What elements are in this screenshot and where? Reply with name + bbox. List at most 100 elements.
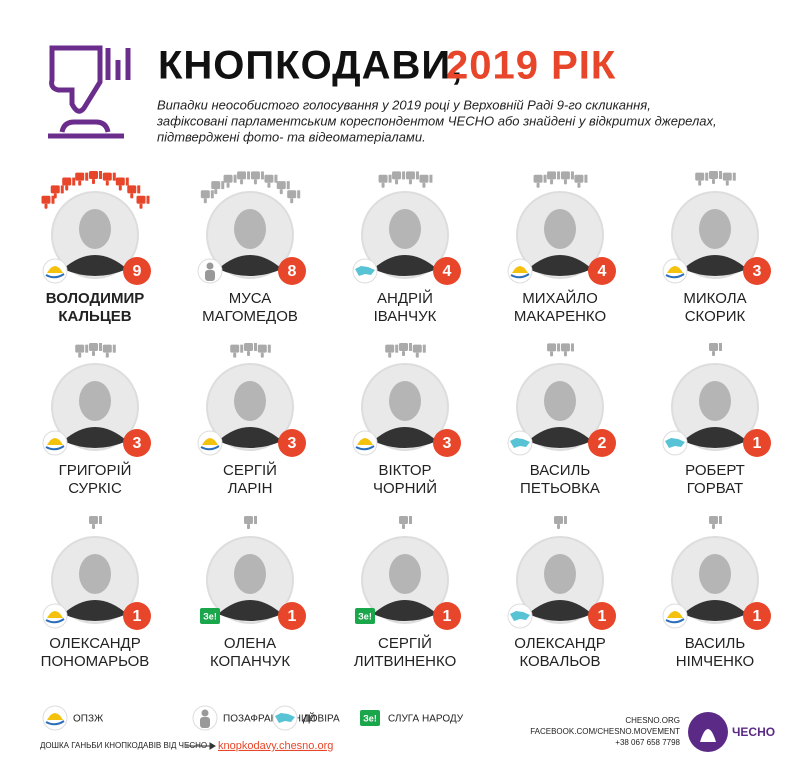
thumb-palm (89, 516, 98, 524)
badge-body (205, 270, 215, 281)
photo-face (699, 381, 731, 421)
party-badge (42, 258, 68, 284)
thumb-cuff (146, 195, 150, 204)
thumb-palm (574, 174, 584, 183)
count-circle (743, 602, 771, 630)
thumb-palm (115, 177, 125, 186)
thumb-palm (89, 171, 98, 179)
count-label: 1 (598, 608, 607, 625)
thumb-down (547, 171, 561, 185)
thumb-finger (279, 189, 283, 195)
thumb-down (547, 343, 561, 357)
person-name: ОЛЕКСАНДР (49, 635, 140, 652)
thumb-palm (237, 171, 247, 180)
thumb-down (287, 190, 301, 204)
thumb-palm (399, 343, 408, 351)
footer-link[interactable]: knopkodavy.chesno.org (218, 740, 333, 752)
thumb-down (136, 195, 150, 209)
thumb-finger (422, 182, 426, 188)
thumb-cuff (254, 516, 257, 524)
thumb-palm (136, 195, 146, 204)
legend-label: СЛУГА НАРОДУ (388, 714, 464, 725)
person-name: ОЛЕКСАНДР (514, 635, 605, 652)
thumb-down (560, 171, 574, 185)
party-badge (272, 705, 298, 731)
thumb-finger (233, 352, 237, 358)
thumb-finger (226, 182, 230, 188)
party-badge (507, 258, 533, 284)
vote-thumbs (200, 171, 301, 204)
person-name: МУСА (229, 290, 272, 307)
badge-sun (202, 438, 218, 445)
party-badge (192, 705, 218, 731)
thumb-finger (253, 179, 257, 185)
thumb-cuff (584, 174, 588, 183)
person-name: ПЕТЬОВКА (520, 480, 600, 497)
person-name: РОБЕРТ (685, 462, 745, 479)
thumb-down (399, 516, 412, 529)
thumb-down (276, 181, 290, 195)
thumb-palm (533, 174, 543, 183)
thumb-cuff (112, 344, 116, 353)
vote-thumbs (695, 171, 736, 186)
thumb-palm (722, 172, 732, 181)
thumb-finger (557, 524, 560, 529)
thumb-finger (105, 180, 109, 186)
thumb-palm (244, 343, 253, 351)
person-name: КОВАЛЬОВ (519, 653, 600, 670)
thumb-down (244, 343, 257, 356)
thumb-cuff (254, 343, 257, 351)
photo-face (699, 209, 731, 249)
vote-thumbs (378, 171, 433, 188)
badge-wave (355, 445, 375, 451)
badge-wave (45, 273, 65, 279)
count-circle (123, 257, 151, 285)
photo-body (63, 427, 127, 448)
thumb-finger (240, 179, 244, 185)
photo-body (683, 600, 747, 621)
thumb-down (419, 174, 433, 188)
count-label: 1 (288, 608, 297, 625)
thumb-down (50, 185, 64, 199)
thumb-cuff (570, 343, 574, 352)
party-badge (662, 430, 688, 456)
thumb-cuff (543, 174, 547, 183)
thumb-finger (550, 179, 554, 185)
thumb-palm (419, 174, 429, 183)
thumb-finger (550, 351, 554, 357)
thumb-cuff (719, 343, 722, 351)
badge-sun (357, 438, 373, 445)
photo-face (79, 209, 111, 249)
person-name: МАГОМЕДОВ (202, 308, 298, 325)
thumb-finger (92, 351, 95, 356)
badge-bg (355, 608, 375, 624)
thumb-finger (408, 179, 412, 185)
subtitle-line: Випадки неособистого голосування у 2019 … (157, 97, 651, 112)
badge-map (510, 611, 530, 621)
thumb-palm (547, 343, 557, 352)
thumb-cuff (125, 177, 129, 186)
thumb-cuff (557, 171, 561, 180)
thumb-down (75, 344, 89, 358)
chesno-logo-text: ЧЕСНО (732, 725, 775, 739)
contact: +38 067 658 7798 (615, 738, 680, 747)
thumb-cuff (297, 190, 301, 199)
photo-face (389, 209, 421, 249)
person-name: МАКАРЕНКО (514, 308, 606, 325)
logo-icon (48, 45, 131, 139)
thumb-finger (698, 180, 702, 186)
thumb-palm (62, 177, 72, 186)
vote-thumbs (75, 343, 116, 358)
person-name: ВАСИЛЬ (685, 635, 746, 652)
badge-sun (47, 266, 63, 273)
count-circle (588, 429, 616, 457)
photo-body (218, 255, 282, 276)
thumb-cuff (719, 516, 722, 524)
thumb-finger (563, 179, 567, 185)
count-label: 4 (598, 263, 607, 280)
thumb-finger (402, 351, 405, 356)
